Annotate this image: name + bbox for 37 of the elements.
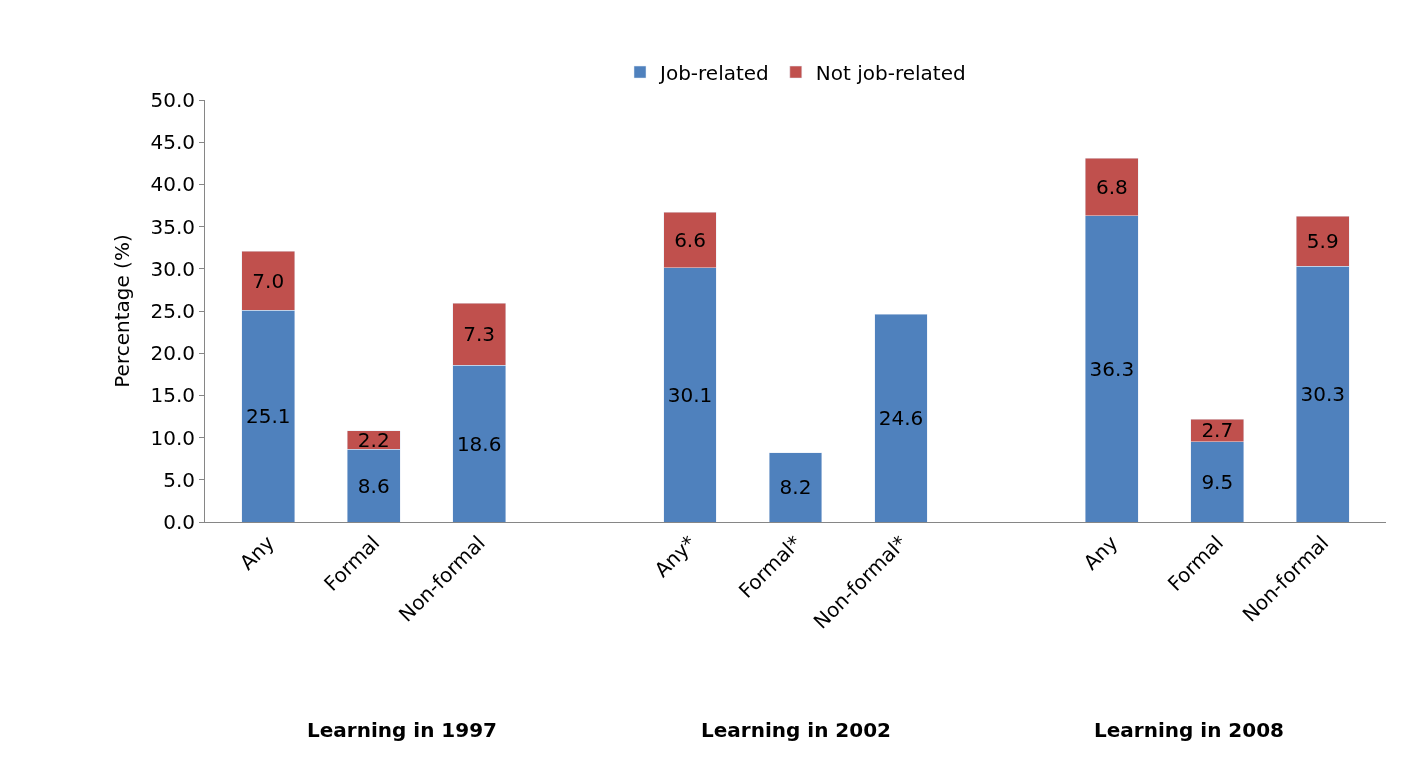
data-label: 36.3 bbox=[1089, 356, 1135, 381]
y-tick-label: 45.0 bbox=[150, 130, 195, 155]
y-tick-label: 50.0 bbox=[150, 88, 195, 112]
data-label: 6.8 bbox=[1095, 174, 1128, 199]
data-label: 2.7 bbox=[1201, 418, 1234, 443]
legend-label: Job-related bbox=[658, 60, 769, 85]
y-tick-label: 10.0 bbox=[150, 425, 195, 450]
y-tick-label: 0.0 bbox=[163, 510, 195, 534]
data-label: 6.6 bbox=[674, 228, 706, 253]
legend-label: Not job-related bbox=[815, 60, 966, 85]
data-label: 25.1 bbox=[246, 404, 291, 429]
y-tick-label: 40.0 bbox=[150, 172, 195, 197]
data-label: 5.9 bbox=[1306, 229, 1339, 254]
bar bbox=[768, 452, 823, 522]
text: Learning in 2002 bbox=[701, 718, 891, 742]
text: Learning in 1997 bbox=[307, 718, 497, 742]
data-label: 30.1 bbox=[667, 382, 713, 407]
y-tick-label: 25.0 bbox=[150, 299, 195, 323]
data-label: 7.3 bbox=[463, 322, 496, 347]
y-tick-label: 30.0 bbox=[150, 256, 195, 281]
x-tick-label: Any bbox=[234, 530, 279, 575]
data-label: 8.2 bbox=[779, 475, 812, 500]
data-label: 18.6 bbox=[456, 431, 502, 456]
y-tick-label: 35.0 bbox=[150, 214, 195, 239]
y-tick-label: 5.0 bbox=[163, 467, 195, 492]
bar bbox=[874, 314, 928, 522]
data-label: 8.6 bbox=[357, 473, 390, 498]
y-tick-label: 20.0 bbox=[150, 341, 195, 366]
y-axis-title: Percentage (%) bbox=[109, 234, 134, 388]
data-label: 7.0 bbox=[252, 268, 285, 293]
data-label: 24.6 bbox=[878, 406, 924, 431]
x-tick-label: Any bbox=[1078, 530, 1123, 575]
data-label: 2.2 bbox=[357, 428, 390, 453]
data-label: 30.3 bbox=[1300, 382, 1345, 407]
y-tick-label: 15.0 bbox=[150, 383, 195, 408]
text: Learning in 2008 bbox=[1094, 718, 1284, 742]
data-label: 9.5 bbox=[1201, 469, 1234, 494]
